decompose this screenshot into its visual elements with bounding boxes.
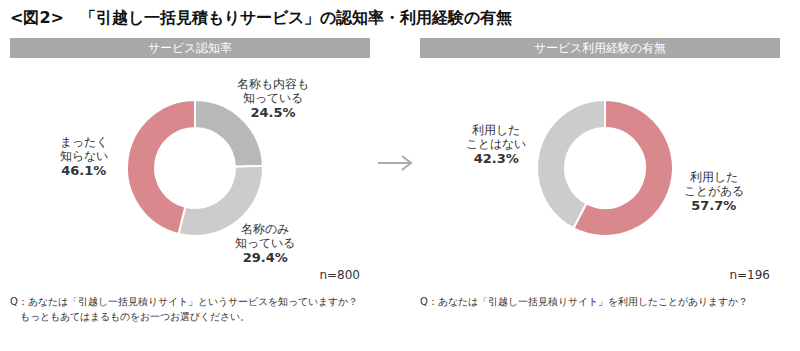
html-text:もっともあてはまるものをお一つお選びください。: もっともあてはまるものをお一つお選びください。 (10, 311, 250, 322)
html-text:<図2> 「引越し一括見積もりサービス」の認知率・利用経験の: <図2> 「引越し一括見積もりサービス」の認知率・利用経験の有無 (10, 8, 512, 27)
svg-text:名称のみ知っている29.4%: 名称のみ知っている29.4% (235, 222, 295, 265)
html-text:サービス利用経験の有無: サービス利用経験の有無 (534, 41, 666, 55)
svg-text:利用したことはない42.3%: 利用したことはない42.3% (466, 123, 526, 166)
html-text:n=196: n=196 (729, 268, 770, 282)
svg-text:名称も内容も知っている24.5%: 名称も内容も知っている24.5% (237, 77, 309, 120)
html-text:Q：あなたは「引越し一括見積りサイト」を利用したことがありま: Q：あなたは「引越し一括見積りサイト」を利用したことがありますか？ (420, 296, 748, 307)
html-text:Q：あなたは「引越し一括見積りサイト」というサービスを知って: Q：あなたは「引越し一括見積りサイト」というサービスを知っていますか？ (10, 296, 358, 307)
html-text:サービス認知率: サービス認知率 (148, 41, 232, 55)
svg-text:利用したことがある57.7%: 利用したことがある57.7% (684, 170, 744, 213)
svg-text:まったく知らない46.1%: まったく知らない46.1% (60, 135, 108, 178)
html-text:n=800: n=800 (319, 268, 360, 282)
